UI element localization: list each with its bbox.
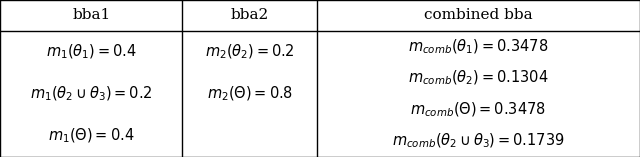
Text: bba2: bba2 xyxy=(230,8,269,22)
Text: $m_{comb}(\theta_2 \cup \theta_3) = 0.1739$: $m_{comb}(\theta_2 \cup \theta_3) = 0.17… xyxy=(392,132,564,150)
Text: $m_{comb}(\theta_2) = 0.1304$: $m_{comb}(\theta_2) = 0.1304$ xyxy=(408,69,548,87)
Text: $m_2(\Theta) = 0.8$: $m_2(\Theta) = 0.8$ xyxy=(207,85,292,103)
Text: $m_1(\theta_1) = 0.4$: $m_1(\theta_1) = 0.4$ xyxy=(46,43,136,61)
Text: bba1: bba1 xyxy=(72,8,110,22)
Text: combined bba: combined bba xyxy=(424,8,532,22)
Text: $m_2(\theta_2) = 0.2$: $m_2(\theta_2) = 0.2$ xyxy=(205,43,294,61)
Text: $m_1(\Theta) = 0.4$: $m_1(\Theta) = 0.4$ xyxy=(48,127,134,145)
Text: $m_1(\theta_2 \cup \theta_3) = 0.2$: $m_1(\theta_2 \cup \theta_3) = 0.2$ xyxy=(30,85,152,103)
Text: $m_{comb}(\theta_1) = 0.3478$: $m_{comb}(\theta_1) = 0.3478$ xyxy=(408,37,548,56)
Text: $m_{comb}(\Theta) = 0.3478$: $m_{comb}(\Theta) = 0.3478$ xyxy=(410,100,547,119)
